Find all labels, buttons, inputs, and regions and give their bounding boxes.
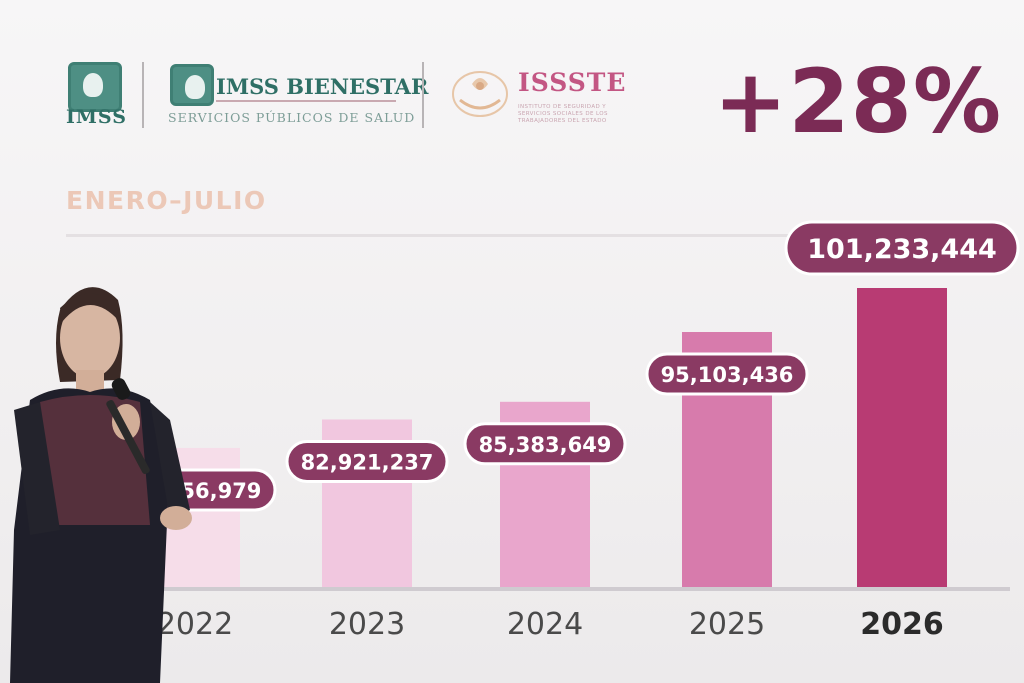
logo-issste: ISSSTE INSTITUTO DE SEGURIDAD Y SERVICIO… [450, 64, 650, 128]
bar-2026 [857, 288, 947, 587]
value-label-2024: 85,383,649 [463, 422, 627, 466]
imss-emblem-icon [68, 62, 122, 112]
imss-bienestar-emblem-icon [170, 64, 214, 106]
value-label-2023: 82,921,237 [285, 439, 449, 483]
value-label-text: 95,103,436 [661, 363, 794, 387]
logo-imss-bienestar: IMSS BIENESTAR SERVICIOS PÚBLICOS DE SAL… [168, 62, 428, 130]
value-label-pill [463, 422, 627, 466]
category-label-2024: 2024 [507, 607, 583, 642]
category-label-2025: 2025 [689, 607, 765, 642]
imss-bienestar-subtitle: SERVICIOS PÚBLICOS DE SALUD [168, 110, 416, 125]
value-label-pill [285, 439, 449, 483]
growth-headline: +28% [713, 50, 1002, 153]
imss-bienestar-rule [216, 100, 396, 102]
logo-divider [142, 62, 144, 128]
imss-label: IMSS [66, 106, 127, 128]
category-label-2026: 2026 [860, 607, 944, 642]
issste-title: ISSSTE [518, 68, 627, 97]
category-label-2023: 2023 [329, 607, 405, 642]
logo-divider [422, 62, 424, 128]
value-label-text: 85,383,649 [479, 433, 612, 457]
value-label-pill [784, 220, 1020, 276]
chart-title: ENERO–JULIO [66, 186, 267, 215]
value-label-text: 82,921,237 [301, 450, 434, 474]
value-label-pill [645, 352, 809, 396]
issste-subtitle: INSTITUTO DE SEGURIDAD Y SERVICIOS SOCIA… [518, 104, 608, 124]
speaker-figure [10, 287, 192, 683]
issste-emblem-icon [452, 71, 508, 117]
value-label-text: 101,233,444 [807, 234, 997, 265]
value-label-2026: 101,233,444 [784, 220, 1020, 276]
chart-baseline [150, 587, 1010, 591]
logo-imss: IMSS [66, 62, 126, 130]
value-label-2025: 95,103,436 [645, 352, 809, 396]
imss-bienestar-title: IMSS BIENESTAR [216, 74, 429, 99]
category-label-2022: 2022 [157, 607, 233, 642]
chart-top-rule [66, 234, 996, 237]
